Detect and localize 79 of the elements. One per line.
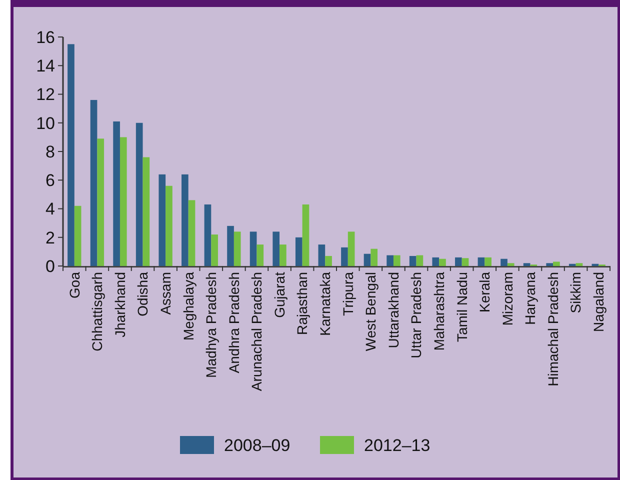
y-tick-label: 8 [46, 142, 55, 162]
bar [455, 257, 462, 266]
bar [500, 258, 508, 266]
x-tick-label: Rajasthan [294, 272, 310, 336]
x-tick-label: Tamil Nadu [454, 272, 470, 342]
bar [136, 122, 143, 266]
bar [97, 138, 104, 266]
y-tick-label: 2 [46, 228, 55, 248]
bar [204, 204, 212, 266]
x-tick-label: Andhra Pradesh [226, 272, 242, 374]
bar [227, 226, 234, 266]
bar [507, 263, 514, 266]
x-tick-label: Sikkim [568, 272, 584, 314]
x-tick-label: Uttar Pradesh [408, 272, 424, 358]
bar [142, 157, 150, 266]
y-tick-label: 6 [46, 171, 55, 190]
x-tick-label: Madhya Pradesh [203, 272, 220, 378]
x-tick-label: Odisha [134, 272, 151, 316]
bar [182, 174, 188, 266]
y-tick-label: 14 [36, 56, 55, 76]
y-tick-label: 10 [36, 114, 55, 133]
bar [386, 255, 394, 266]
bar [484, 257, 492, 266]
bar [348, 232, 355, 266]
x-tick-label: Haryana [522, 272, 538, 325]
bar [439, 258, 446, 266]
bar [120, 137, 127, 266]
legend-label: 2012–13 [364, 436, 430, 455]
bar [234, 232, 241, 266]
bar [409, 256, 416, 266]
bar [370, 248, 378, 266]
bar [546, 263, 554, 266]
x-tick-label: Kerala [476, 272, 493, 312]
y-tick-label: 16 [36, 28, 55, 47]
x-tick-label: Nagaland [590, 272, 607, 332]
bar [416, 255, 424, 266]
x-tick-label: Mizoram [499, 272, 516, 326]
bar [462, 258, 469, 266]
bar [393, 255, 400, 266]
x-tick-label: Tripura [340, 272, 356, 316]
legend-label: 2008–09 [224, 436, 290, 455]
x-tick-label: Jharkhand [112, 272, 128, 338]
bar [318, 244, 326, 266]
bar [272, 232, 280, 266]
x-tick-label: Gujarat [271, 272, 288, 318]
bar [74, 206, 82, 266]
bar [341, 247, 348, 266]
bar [576, 263, 583, 266]
bar [113, 121, 120, 266]
bar [302, 204, 310, 266]
x-tick-label: Goa [66, 272, 82, 298]
bar [250, 232, 257, 266]
bar [211, 234, 218, 266]
bar [90, 100, 98, 266]
x-tick-label: Karnataka [317, 272, 334, 336]
x-tick-label: Arunachal Pradesh [248, 272, 265, 392]
x-tick-label: Uttarakhand [385, 272, 402, 348]
bar [188, 200, 196, 266]
x-tick-label: Himachal Pradesh [544, 272, 561, 386]
x-tick-label: Meghalaya [180, 272, 196, 340]
bar [364, 254, 371, 266]
y-tick-label: 4 [46, 200, 55, 219]
bar [158, 174, 166, 266]
bar [478, 257, 485, 266]
bar [68, 44, 74, 266]
x-tick-label: Chhattisgarh [89, 272, 106, 352]
bar [166, 186, 172, 266]
x-tick-label: Maharashtra [430, 272, 447, 351]
bar [295, 237, 302, 266]
x-tick-label: West Bengal [362, 272, 379, 352]
bar [432, 257, 440, 266]
x-tick-label: Assam [157, 272, 174, 315]
bar [523, 263, 530, 266]
bar [325, 256, 332, 266]
y-tick-label: 12 [36, 85, 55, 104]
bar [280, 244, 286, 266]
bar [553, 262, 560, 266]
y-tick-label: 0 [46, 256, 55, 276]
bar [256, 244, 264, 266]
